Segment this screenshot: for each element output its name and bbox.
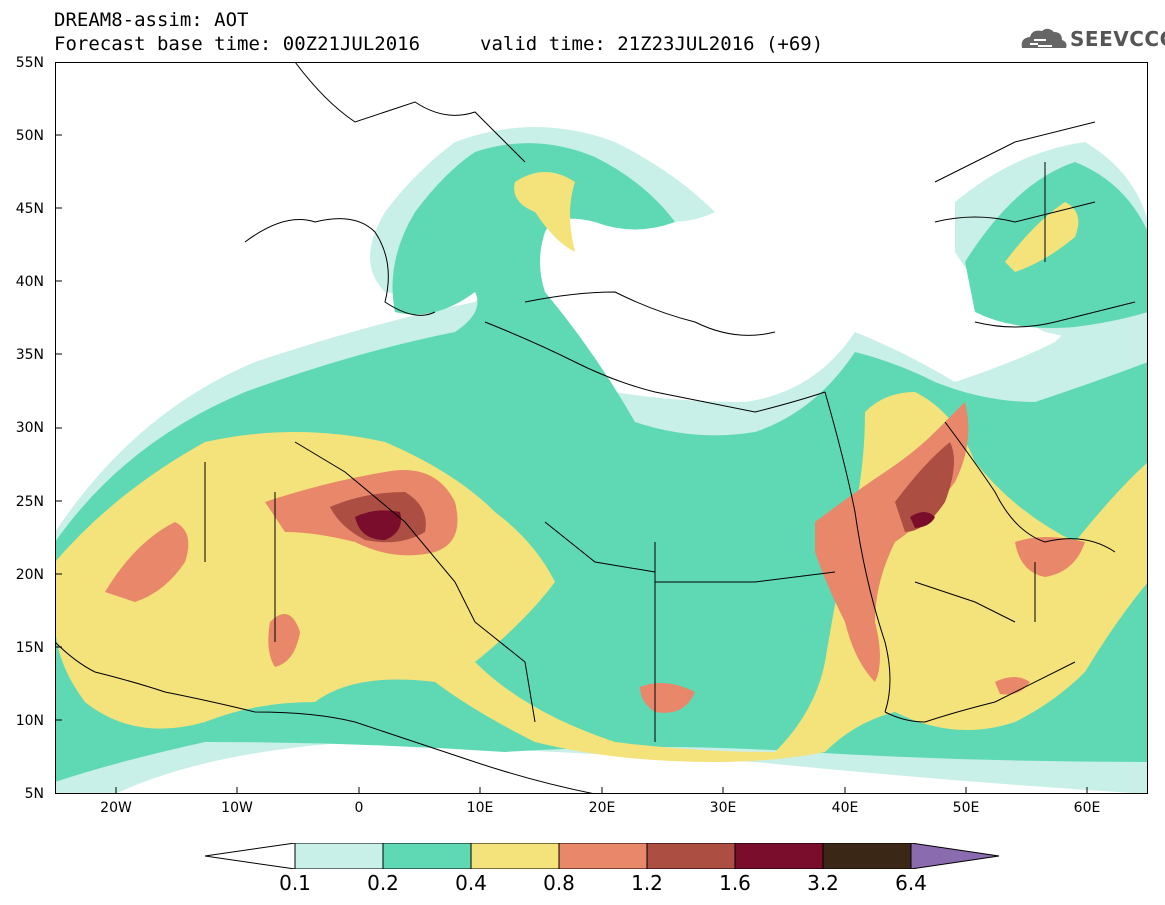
lat-label-20n: 20N: [15, 567, 44, 583]
map-title: DREAM8-assim: AOT: [54, 9, 249, 31]
colorbar-label-6.4: 6.4: [895, 871, 927, 895]
colorbar-label-3.2: 3.2: [807, 871, 839, 895]
lat-label-35n: 35N: [15, 347, 44, 363]
lon-label-0: 0: [354, 800, 364, 816]
colorbar-lower-arrow: [205, 843, 296, 869]
colorbar-label-0.2: 0.2: [367, 871, 399, 895]
aot-contour-0.4-caspian: [1005, 202, 1079, 272]
aot-contour-0.8-oman: [1015, 537, 1085, 577]
colorbar-label-0.8: 0.8: [543, 871, 575, 895]
colorbar-bin-3.2: [822, 843, 912, 869]
aot-contour-0.4-alps: [514, 172, 575, 252]
lon-label-20w: 20W: [100, 800, 132, 816]
lat-label-15n: 15N: [15, 640, 44, 656]
lat-label-50n: 50N: [15, 128, 44, 144]
lon-label-50e: 50E: [952, 800, 980, 816]
aot-contour-1.2-arabia: [895, 442, 954, 532]
lat-label-45n: 45N: [15, 201, 44, 217]
aot-contour-1.6-arabia: [910, 512, 935, 528]
valid-time: valid time: 21Z23JUL2016 (+69): [480, 33, 824, 55]
lat-label-40n: 40N: [15, 274, 44, 290]
cloud-logo-icon: [1021, 28, 1067, 48]
lon-label-40e: 40E: [831, 800, 859, 816]
colorbar-label-0.1: 0.1: [279, 871, 311, 895]
colorbar-bin-0.2: [382, 843, 472, 869]
colorbar-bin-0.8: [558, 843, 648, 869]
colorbar-bin-0.1: [294, 843, 384, 869]
logo-text: SEEVCCC: [1070, 27, 1165, 51]
lon-label-10e: 10E: [466, 800, 494, 816]
lon-label-20e: 20E: [588, 800, 616, 816]
coastlines: [55, 62, 1136, 794]
lat-label-55n: 55N: [15, 55, 44, 71]
aot-contour-0.8-west: [105, 522, 189, 602]
aot-contour-0.8-mali: [268, 614, 300, 667]
forecast-base-time: Forecast base time: 00Z21JUL2016: [54, 33, 421, 55]
lon-label-10w: 10W: [221, 800, 253, 816]
aot-contour-0.8-sudan: [640, 683, 695, 713]
aot-map: [55, 62, 1148, 794]
country-borders: [204, 162, 1046, 742]
lat-label-10n: 10N: [15, 713, 44, 729]
colorbar-label-1.2: 1.2: [631, 871, 663, 895]
axis-ticks: [55, 134, 1088, 794]
lat-label-30n: 30N: [15, 420, 44, 436]
colorbar-bin-1.2: [646, 843, 736, 869]
aot-contour-0.8-somalia: [995, 677, 1030, 695]
lon-label-30e: 30E: [709, 800, 737, 816]
colorbar-bin-1.6: [734, 843, 824, 869]
colorbar-upper-arrow: [910, 843, 1000, 869]
colorbar-bin-0.4: [470, 843, 560, 869]
lon-label-60e: 60E: [1073, 800, 1101, 816]
colorbar: [205, 843, 1000, 869]
aot-contour-1.6-sahara: [355, 510, 401, 540]
aot-field: [55, 62, 1148, 794]
lat-label-5n: 5N: [24, 786, 44, 802]
colorbar-label-0.4: 0.4: [455, 871, 487, 895]
colorbar-label-1.6: 1.6: [719, 871, 751, 895]
lat-label-25n: 25N: [15, 494, 44, 510]
